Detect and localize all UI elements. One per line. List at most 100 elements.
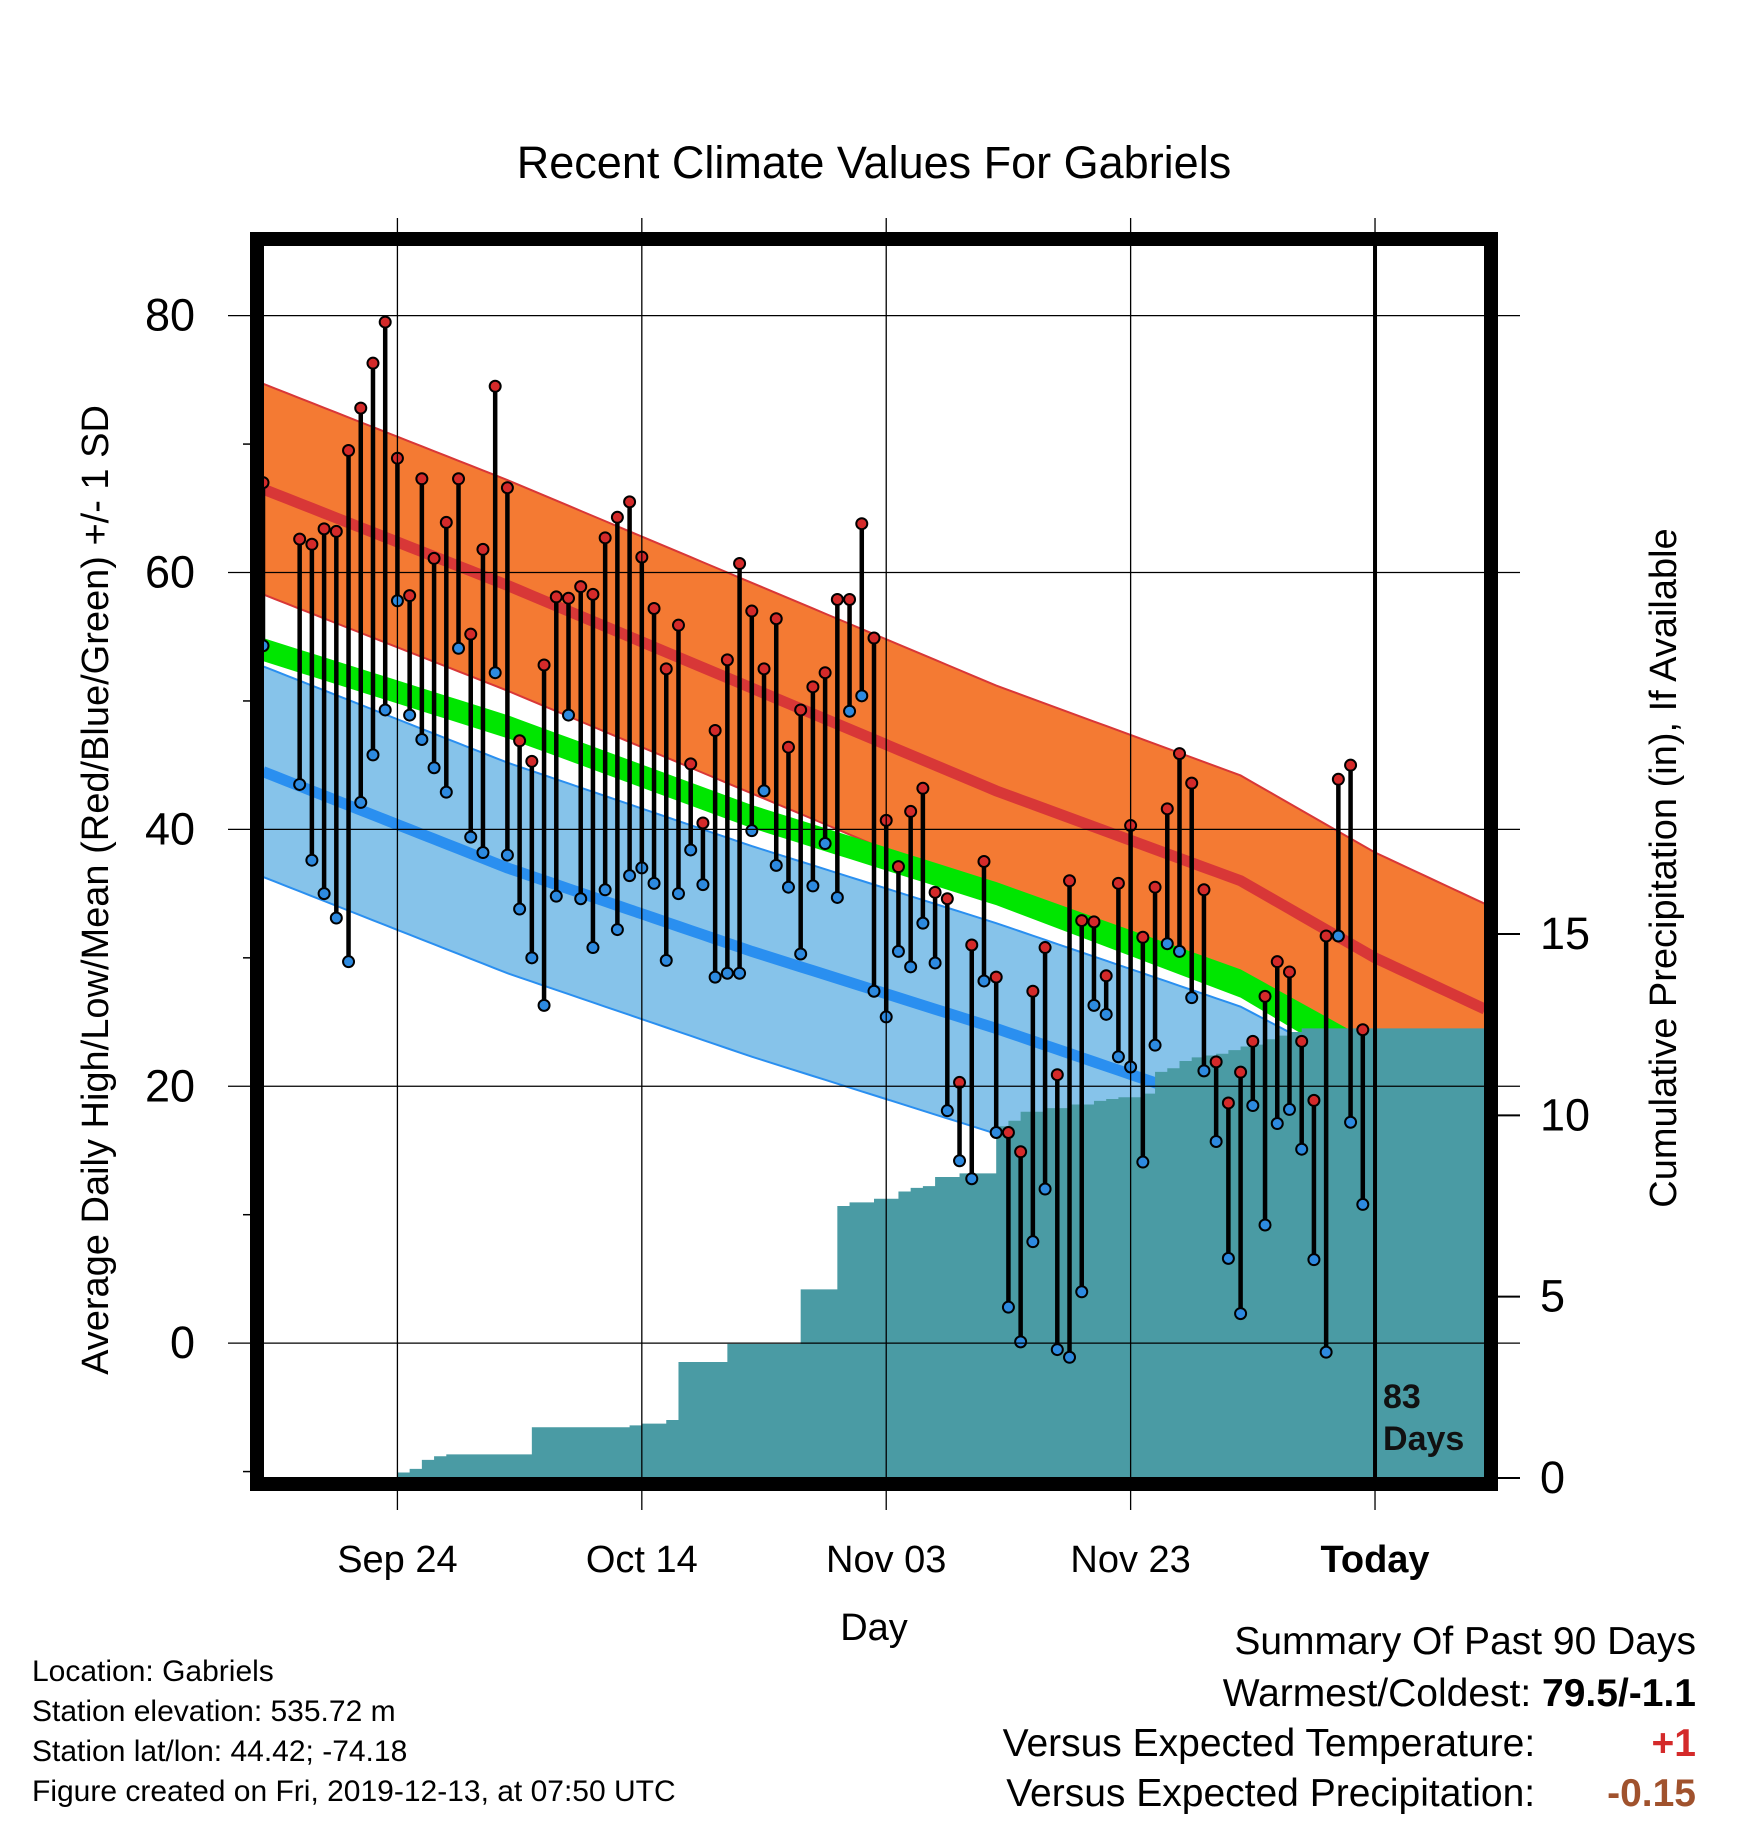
high-point <box>696 816 710 830</box>
high-point <box>427 551 441 565</box>
high-point <box>1234 1065 1248 1079</box>
low-point <box>1209 1134 1223 1148</box>
low-point <box>1331 929 1345 943</box>
high-point <box>293 532 307 546</box>
chart-title: Recent Climate Values For Gabriels <box>517 137 1231 188</box>
high-point <box>818 666 832 680</box>
high-point <box>1258 989 1272 1003</box>
low-point <box>1099 1007 1113 1021</box>
high-point <box>537 658 551 672</box>
low-point <box>1197 1064 1211 1078</box>
high-point <box>940 892 954 906</box>
high-point <box>904 804 918 818</box>
low-point <box>1246 1099 1260 1113</box>
y-tick-label-left: 0 <box>170 1317 195 1368</box>
summary-precip-label: Versus Expected Precipitation: <box>1006 1772 1536 1815</box>
meta-latlon: Station lat/lon: 44.42; -74.18 <box>32 1735 408 1768</box>
y-tick-label-left: 60 <box>145 547 195 598</box>
today-days-number: 83 <box>1383 1378 1421 1416</box>
low-point <box>452 641 466 655</box>
low-point <box>1111 1050 1125 1064</box>
low-point <box>476 846 490 860</box>
low-point <box>562 708 575 722</box>
low-point <box>1038 1182 1052 1196</box>
high-point <box>647 601 661 615</box>
low-point <box>329 911 343 925</box>
low-point <box>733 966 747 980</box>
high-point <box>598 531 612 545</box>
low-point <box>1185 991 1199 1005</box>
low-point <box>500 848 514 862</box>
high-point <box>1099 969 1113 983</box>
low-point <box>818 837 832 851</box>
summary-warmest-value: 79.5/-1.1 <box>1542 1672 1696 1715</box>
low-point <box>1050 1343 1064 1357</box>
high-point <box>464 627 478 641</box>
low-point <box>867 984 881 998</box>
high-point <box>476 542 490 556</box>
low-point <box>525 951 539 965</box>
plot-clip-group <box>263 245 1485 1478</box>
high-point <box>720 653 734 667</box>
high-point <box>830 592 844 606</box>
high-point <box>354 401 368 415</box>
y-axis-label-left: Average Daily High/Low/Mean (Red/Blue/Gr… <box>75 405 117 1375</box>
high-point <box>745 604 759 618</box>
high-point <box>684 757 698 771</box>
meta-elevation: Station elevation: 535.72 m <box>32 1695 396 1728</box>
high-point <box>1038 941 1052 955</box>
low-point <box>623 869 637 883</box>
plot-frame <box>250 232 1498 1491</box>
low-point <box>745 824 759 838</box>
high-point <box>378 315 392 329</box>
low-point <box>366 748 380 762</box>
low-point <box>1270 1117 1284 1131</box>
high-point <box>366 356 380 370</box>
low-point <box>464 830 478 844</box>
low-point <box>1319 1345 1333 1359</box>
low-point <box>684 843 698 857</box>
high-point <box>562 591 575 605</box>
high-point <box>488 379 502 393</box>
low-point <box>549 889 563 903</box>
low-point <box>989 1126 1003 1140</box>
high-point <box>1001 1126 1015 1140</box>
low-point <box>977 974 991 988</box>
high-point <box>806 680 820 694</box>
low-point <box>1307 1253 1321 1267</box>
summary-title: Summary Of Past 90 Days <box>1234 1620 1696 1663</box>
high-point <box>891 860 905 874</box>
low-point <box>757 784 771 798</box>
high-point <box>843 592 857 606</box>
low-point <box>843 704 857 718</box>
low-point <box>1075 1285 1089 1299</box>
low-point <box>806 879 820 893</box>
high-point <box>708 723 722 737</box>
high-point <box>452 472 466 486</box>
precipitation-area <box>263 1028 1485 1478</box>
low-point <box>1087 998 1101 1012</box>
high-point <box>1185 776 1199 790</box>
high-point <box>1356 1023 1370 1037</box>
low-point <box>263 639 270 653</box>
high-point <box>1136 930 1150 944</box>
low-point <box>1136 1155 1150 1169</box>
y-tick-label-right: 0 <box>1540 1452 1565 1503</box>
high-point <box>867 631 881 645</box>
low-point <box>1001 1300 1015 1314</box>
high-point <box>953 1075 967 1089</box>
low-point <box>427 761 441 775</box>
high-point <box>1221 1096 1235 1110</box>
high-point <box>1270 955 1284 969</box>
low-point <box>891 944 905 958</box>
low-point <box>855 689 869 703</box>
high-point <box>781 740 795 754</box>
high-point <box>439 515 453 529</box>
y-tick-label-right: 10 <box>1540 1089 1590 1140</box>
low-point <box>769 858 783 872</box>
summary-warmest-label: Warmest/Coldest: <box>1222 1672 1532 1715</box>
high-point <box>1111 876 1125 890</box>
low-point <box>1148 1038 1162 1052</box>
high-point <box>928 885 942 899</box>
